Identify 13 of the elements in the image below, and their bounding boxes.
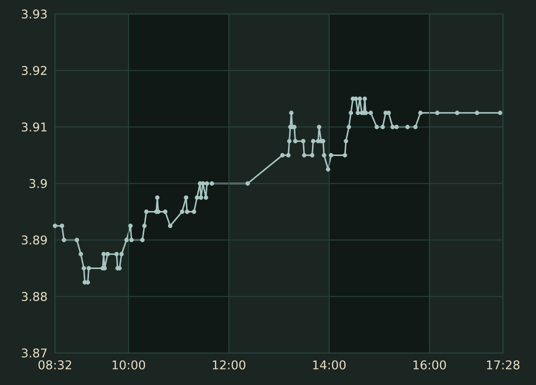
- y-tick-label: 3.87: [22, 348, 47, 358]
- y-tick-label: 3.9: [29, 178, 47, 188]
- x-tick-label: 16:00: [413, 360, 446, 370]
- y-tick-label: 3.92: [22, 66, 46, 76]
- x-tick-label: 10:00: [112, 360, 146, 370]
- y-tick-label: 3.91: [22, 122, 47, 132]
- y-tick-label: 3.89: [22, 235, 47, 245]
- x-tick-label: 17:28: [487, 360, 520, 370]
- y-tick-label: 3.88: [22, 292, 47, 302]
- x-tick-label: 14:00: [313, 360, 346, 370]
- x-tick-label: 08:32: [38, 360, 72, 370]
- y-tick-label: 3.93: [22, 9, 47, 19]
- x-tick-label: 12:00: [212, 360, 246, 370]
